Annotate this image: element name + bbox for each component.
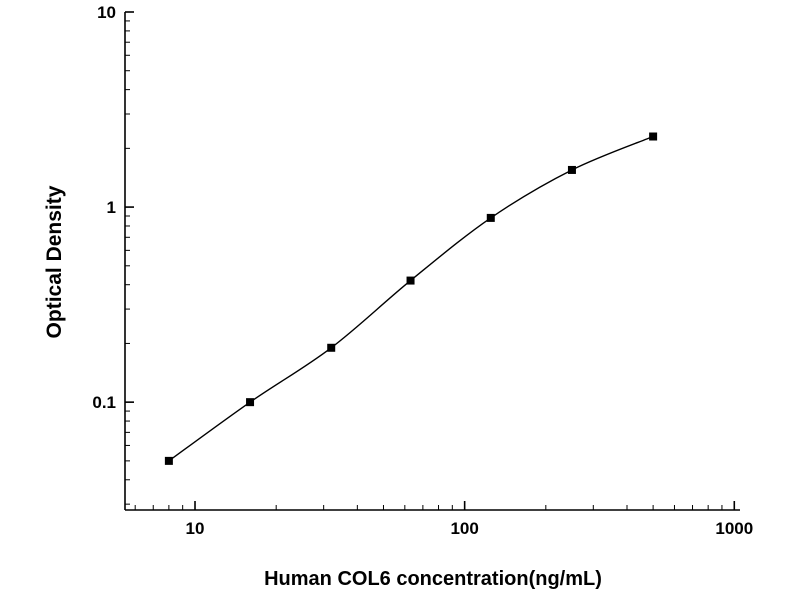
x-tick-label: 1000 <box>715 519 753 538</box>
y-tick-label: 0.1 <box>92 393 116 412</box>
data-point-marker <box>164 456 173 465</box>
y-tick-label: 10 <box>97 3 116 22</box>
y-tick-label: 1 <box>107 198 116 217</box>
data-point-marker <box>649 132 658 141</box>
y-axis-title: Optical Density <box>43 185 66 339</box>
data-point-marker <box>246 398 255 407</box>
data-point-marker <box>486 213 495 222</box>
standard-curve-line <box>168 135 654 462</box>
x-tick-label: 10 <box>186 519 205 538</box>
x-axis-title: Human COL6 concentration(ng/mL) <box>264 568 602 590</box>
data-point-marker <box>567 165 576 174</box>
x-tick-label: 100 <box>450 519 478 538</box>
data-point-marker <box>327 343 336 352</box>
data-point-marker <box>406 276 415 285</box>
